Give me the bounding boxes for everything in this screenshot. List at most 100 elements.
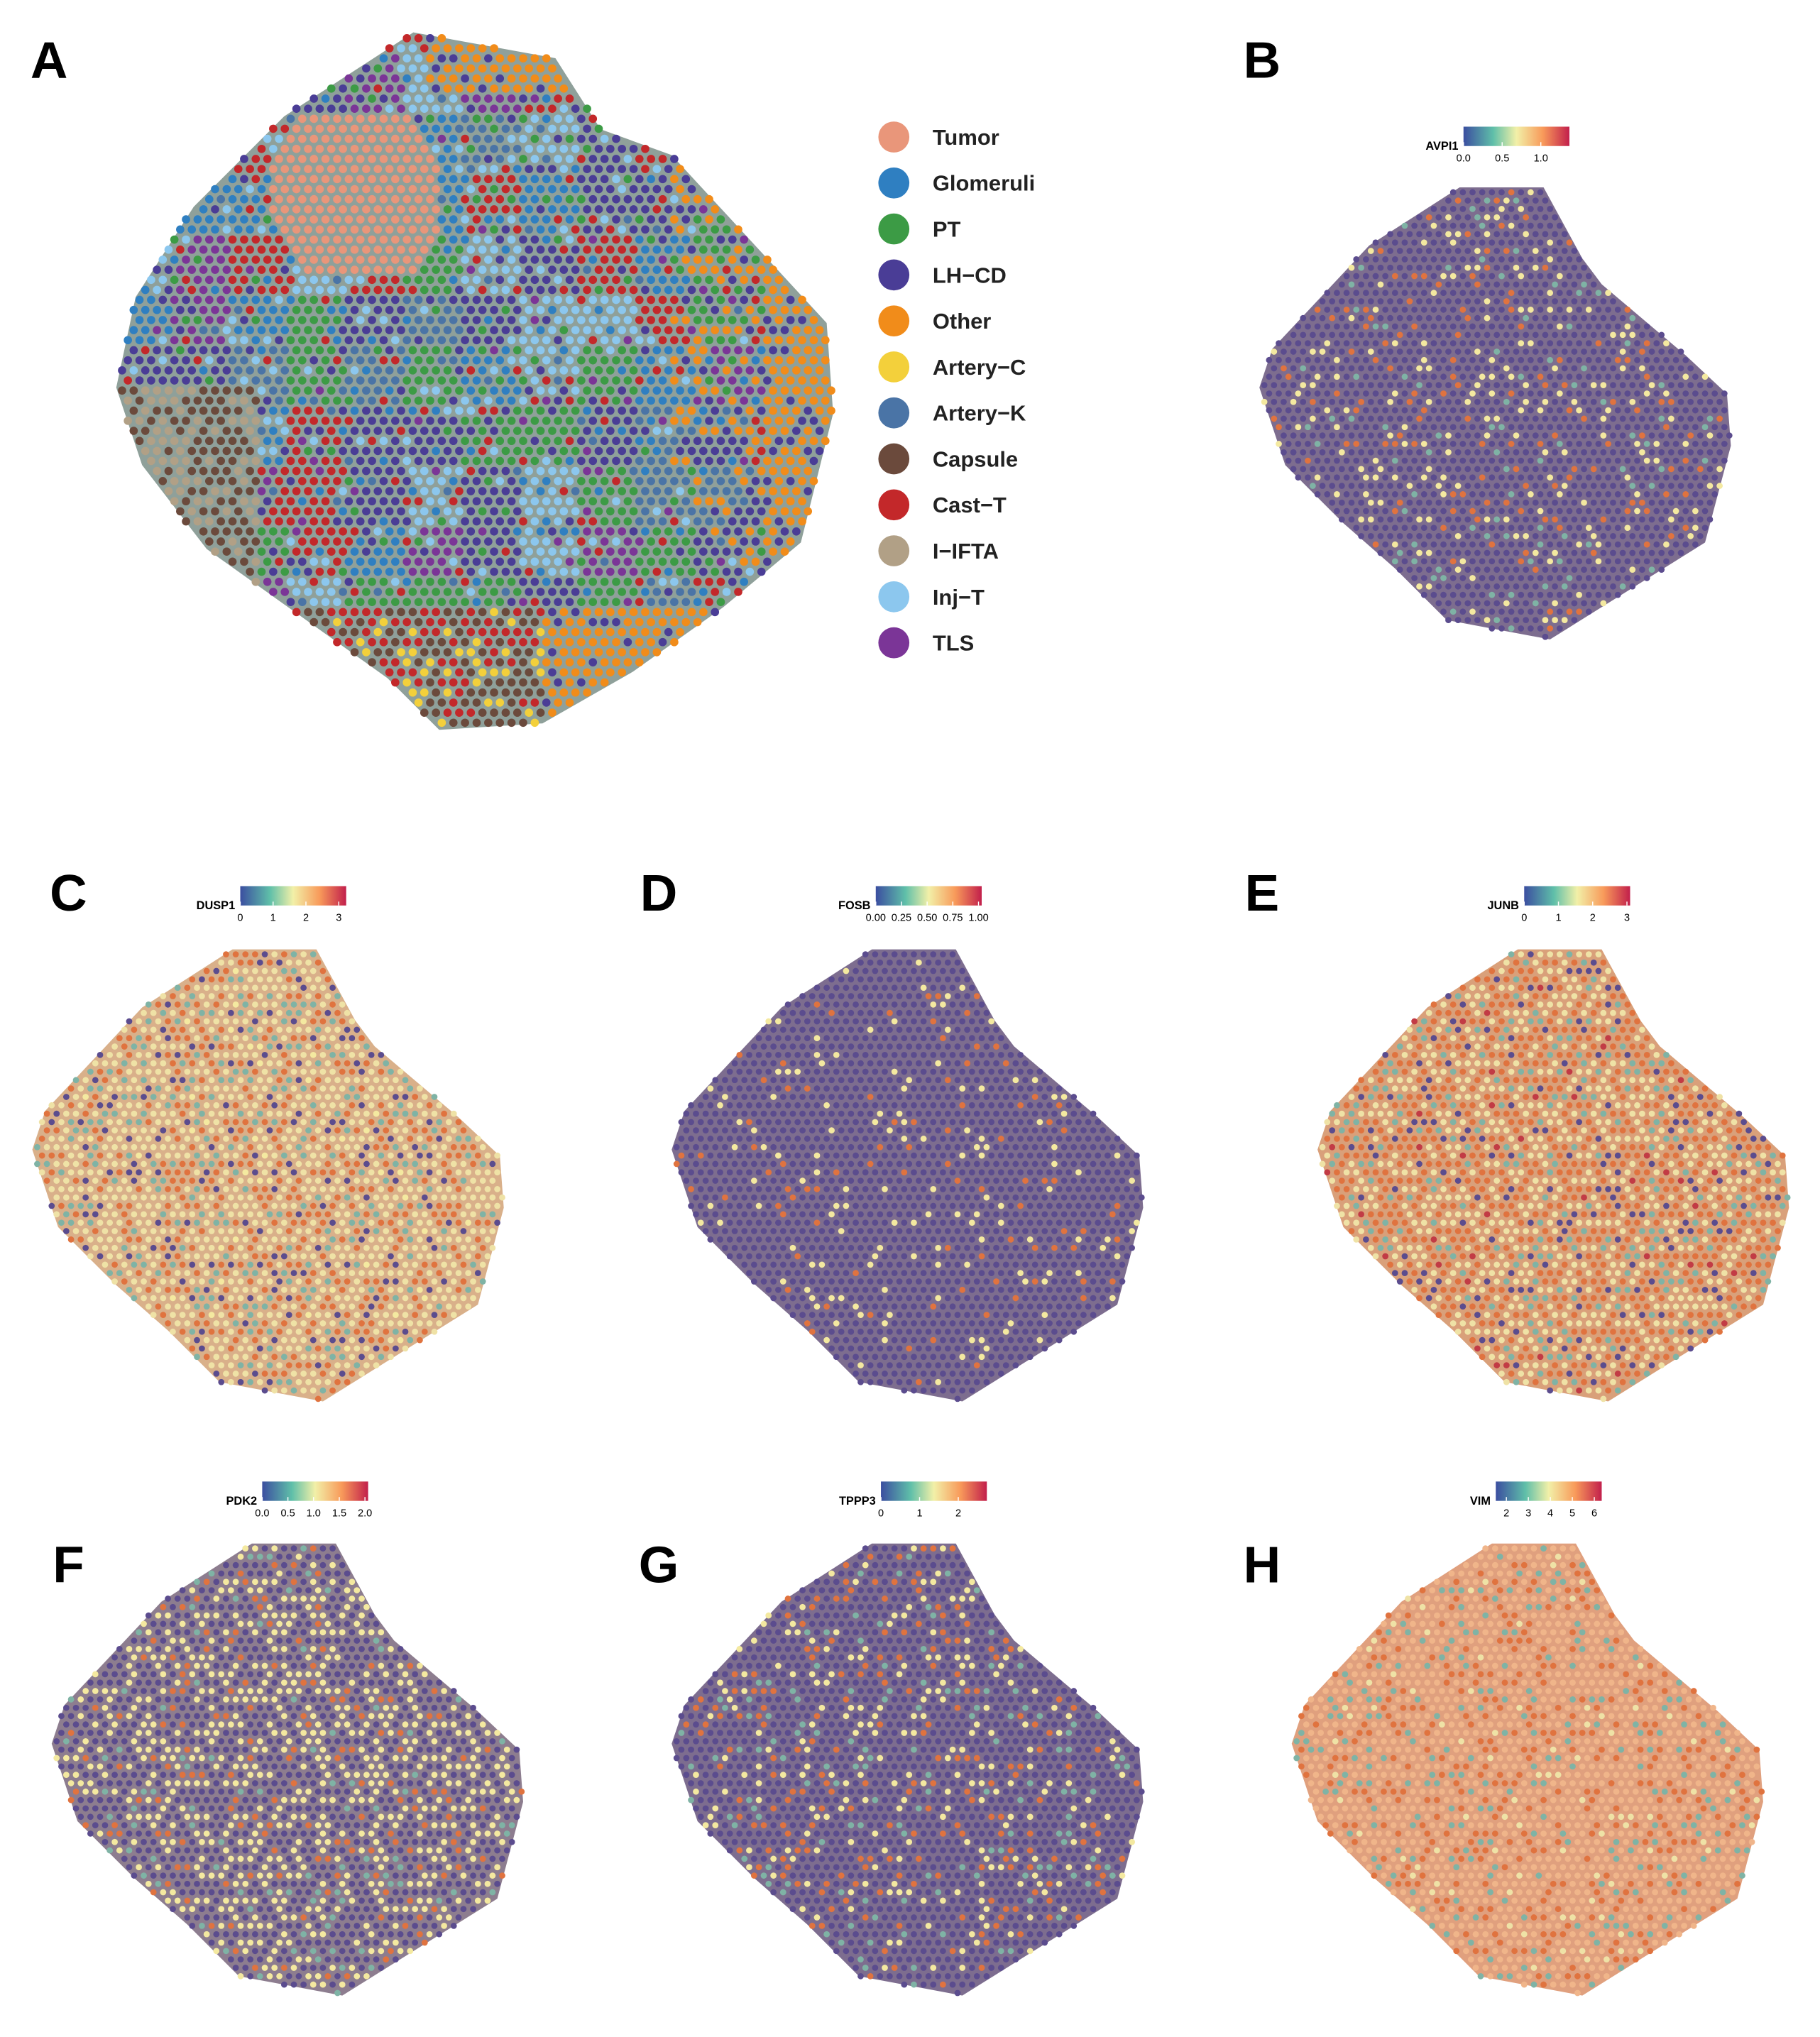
spot: [290, 984, 297, 992]
spot: [577, 376, 586, 385]
spot: [437, 497, 446, 506]
spot: [594, 507, 603, 516]
spot: [1547, 256, 1554, 263]
spot: [466, 366, 476, 375]
spot: [472, 456, 481, 466]
spot: [1610, 516, 1616, 523]
spot: [740, 436, 748, 446]
spot: [437, 134, 446, 143]
spot: [443, 265, 452, 274]
spot: [1440, 222, 1447, 229]
spot: [1411, 558, 1418, 565]
spot: [740, 497, 748, 506]
spot: [1440, 273, 1447, 280]
spot: [1498, 407, 1505, 414]
spot: [1484, 449, 1491, 456]
spot: [1634, 373, 1640, 380]
spot: [1387, 298, 1393, 304]
spot: [327, 386, 336, 395]
spot: [1619, 449, 1626, 456]
spot: [1624, 424, 1631, 431]
spot: [478, 466, 487, 476]
spot: [600, 235, 609, 244]
spot: [1430, 222, 1437, 229]
spot: [623, 256, 632, 264]
spot: [466, 185, 476, 194]
spot: [321, 417, 330, 425]
spot: [363, 1043, 370, 1050]
spot: [1523, 432, 1530, 439]
spot: [1484, 348, 1491, 355]
spot: [373, 427, 383, 435]
spot: [530, 577, 539, 586]
spot: [203, 1035, 210, 1042]
spot: [705, 194, 713, 204]
spot: [512, 507, 522, 516]
spot: [1672, 441, 1679, 447]
spot: [757, 285, 766, 295]
spot: [583, 305, 591, 314]
spot: [391, 598, 400, 606]
spot: [368, 114, 376, 123]
spot: [1581, 532, 1587, 539]
spot: [211, 245, 219, 254]
spot: [1629, 331, 1636, 339]
spot: [379, 215, 388, 224]
spot: [1459, 256, 1467, 263]
spot: [426, 637, 434, 647]
spot: [1605, 340, 1611, 347]
spot: [693, 336, 702, 345]
spot: [391, 436, 400, 446]
spot: [356, 295, 365, 304]
spot: [798, 497, 806, 506]
spot: [211, 305, 219, 314]
spot: [461, 275, 469, 285]
spot: [1503, 466, 1510, 473]
spot: [722, 225, 731, 234]
spot: [246, 386, 254, 395]
spot: [1430, 356, 1437, 363]
spot: [368, 134, 376, 143]
spot: [605, 567, 615, 576]
spot: [1503, 314, 1510, 322]
spot: [1445, 566, 1452, 573]
spot: [1489, 575, 1496, 581]
spot: [1600, 365, 1607, 372]
spot: [792, 406, 801, 415]
spot: [565, 215, 574, 224]
spot: [501, 124, 510, 133]
spot: [652, 386, 662, 395]
spot: [542, 557, 551, 566]
spot: [1581, 483, 1587, 489]
spot: [449, 336, 458, 345]
spot: [519, 456, 527, 466]
spot: [1377, 331, 1384, 339]
spot: [1362, 457, 1369, 464]
spot: [1406, 248, 1413, 254]
spot: [242, 1035, 249, 1042]
spot: [397, 84, 405, 93]
spot: [304, 346, 312, 355]
spot: [1523, 449, 1530, 456]
spot: [1343, 407, 1350, 414]
spot: [257, 527, 266, 536]
spot: [612, 256, 620, 264]
spot: [1528, 290, 1534, 297]
spot: [1498, 424, 1505, 431]
spot: [658, 155, 667, 163]
spot: [519, 376, 527, 385]
spot: [664, 305, 673, 314]
spot: [1590, 532, 1597, 539]
spot: [495, 155, 505, 163]
spot: [269, 185, 278, 194]
spot: [1571, 248, 1578, 254]
spot: [234, 366, 243, 375]
spot: [699, 285, 708, 295]
spot: [339, 1001, 346, 1008]
spot: [1454, 449, 1462, 456]
spot: [525, 245, 534, 254]
spot: [314, 1043, 322, 1050]
spot: [466, 44, 476, 53]
spot: [577, 316, 586, 324]
spot: [324, 1060, 331, 1067]
